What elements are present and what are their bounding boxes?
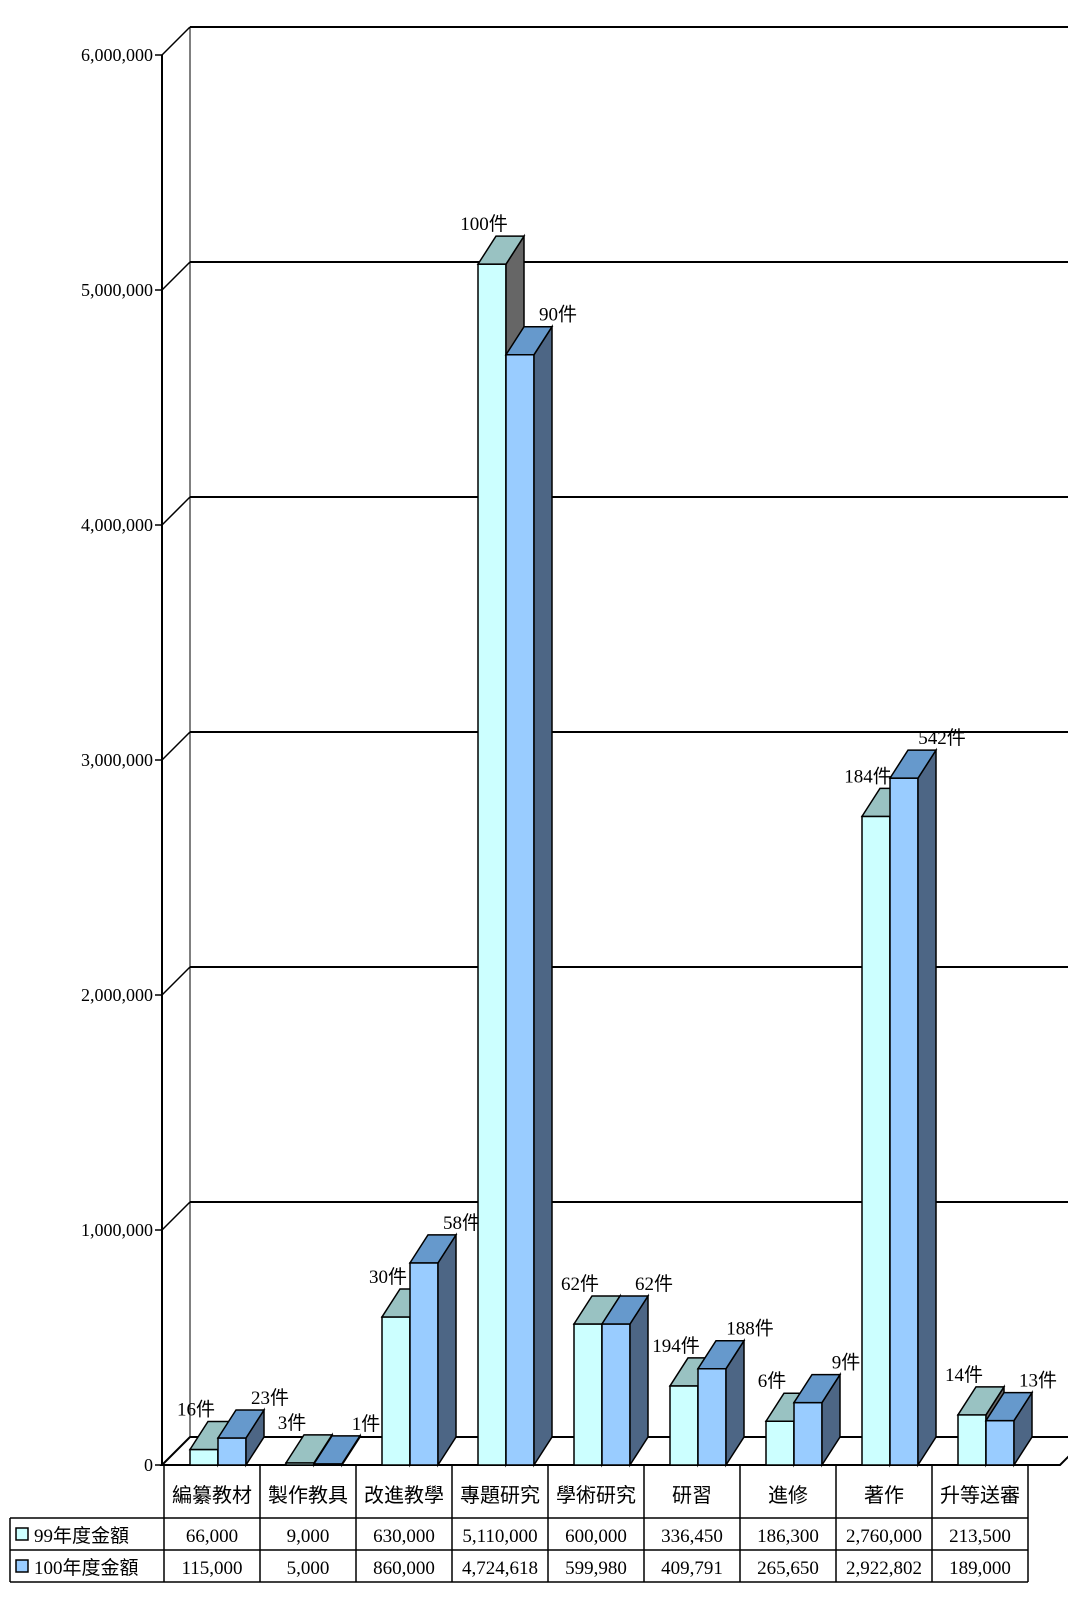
table-cell-value: 860,000: [373, 1558, 435, 1579]
bar-front: [889, 777, 919, 1466]
bar-count-label: 62件: [635, 1273, 673, 1295]
y-tick-label: 4,000,000: [81, 515, 153, 535]
table-cell-value: 4,724,618: [462, 1558, 538, 1579]
bar-count-label: 184件: [844, 765, 892, 787]
table-cell-value: 9,000: [287, 1526, 330, 1547]
table-cell-value: 189,000: [949, 1558, 1011, 1579]
category-label: 製作教具: [268, 1484, 348, 1507]
bar-front: [957, 1414, 987, 1466]
y-tick-label: 2,000,000: [81, 985, 153, 1005]
y-tick-label: 3,000,000: [81, 750, 153, 770]
bar-count-label: 1件: [352, 1413, 381, 1435]
table-cell-value: 5,000: [287, 1558, 330, 1579]
category-label: 編纂教材: [172, 1484, 252, 1507]
bar-count-label: 3件: [278, 1412, 307, 1434]
bar-front: [505, 353, 535, 1466]
category-label: 改進教學: [364, 1484, 444, 1507]
bar-side: [917, 747, 937, 1468]
bar-front: [217, 1437, 247, 1466]
bar-count-label: 194件: [652, 1335, 700, 1357]
gridline-connector: [161, 26, 191, 56]
table-cell-value: 186,300: [757, 1526, 819, 1547]
bar-count-label: 13件: [1019, 1370, 1057, 1392]
bar-top: [476, 235, 526, 265]
gridline-connector: [161, 261, 191, 291]
legend-label: 99年度金額: [34, 1525, 129, 1547]
bar-top: [792, 1373, 842, 1404]
chart-floor: [159, 1436, 1068, 1466]
bar-front: [669, 1385, 699, 1466]
bar-front: [861, 815, 891, 1466]
bar-front: [409, 1262, 439, 1466]
legend-swatch: [15, 1527, 29, 1541]
legend-label: 100年度金額: [34, 1557, 139, 1579]
table-cell-value: 336,450: [661, 1526, 723, 1547]
bar-top: [408, 1234, 458, 1264]
bar-front: [477, 263, 507, 1466]
category-label: 著作: [864, 1484, 904, 1507]
bar-count-label: 58件: [443, 1212, 481, 1234]
table-cell-value: 409,791: [661, 1558, 723, 1579]
bar-front: [601, 1323, 631, 1466]
bar-count-label: 90件: [539, 304, 577, 326]
bar-count-label: 30件: [369, 1266, 407, 1288]
table-cell-value: 115,000: [181, 1558, 242, 1579]
table-cell-value: 2,922,802: [846, 1558, 922, 1579]
bar-top: [216, 1409, 266, 1439]
bar-top: [504, 325, 554, 356]
category-label: 專題研究: [460, 1484, 540, 1507]
bar-count-label: 16件: [177, 1398, 215, 1420]
bar-side: [437, 1232, 457, 1468]
bar-count-label: 9件: [832, 1352, 861, 1374]
bar-top: [984, 1391, 1034, 1422]
bar-top: [600, 1295, 650, 1325]
bar-top: [696, 1339, 746, 1370]
bar-count-label: 14件: [945, 1364, 983, 1386]
gridline-connector: [161, 966, 191, 996]
category-label: 進修: [768, 1484, 808, 1507]
y-tick-label: 6,000,000: [81, 45, 153, 65]
bar-side: [629, 1293, 649, 1468]
table-cell-value: 265,650: [757, 1558, 819, 1579]
table-cell-value: 213,500: [949, 1526, 1011, 1547]
y-tick-label: 0: [144, 1455, 153, 1475]
category-label: 學術研究: [556, 1484, 636, 1507]
table-cell-value: 66,000: [186, 1526, 238, 1547]
bar-front: [793, 1401, 823, 1466]
bar-front: [765, 1420, 795, 1466]
bar-top: [956, 1386, 1006, 1416]
bar-count-label: 23件: [251, 1387, 289, 1409]
legend-swatch: [15, 1559, 29, 1573]
bar-count-label: 542件: [918, 727, 966, 749]
table-cell-value: 600,000: [565, 1526, 627, 1547]
gridline-connector: [161, 496, 191, 526]
bar-count-label: 188件: [726, 1318, 774, 1340]
bar-count-label: 62件: [561, 1273, 599, 1295]
bar-count-label: 6件: [758, 1370, 787, 1392]
y-tick-label: 5,000,000: [81, 280, 153, 300]
y-tick-label: 1,000,000: [81, 1220, 153, 1240]
category-label: 研習: [672, 1485, 712, 1507]
bar-front: [573, 1323, 603, 1466]
table-cell-value: 5,110,000: [462, 1526, 537, 1547]
table-cell-value: 2,760,000: [846, 1526, 922, 1547]
bar-side: [533, 324, 553, 1468]
table-cell-value: 599,980: [565, 1558, 627, 1579]
bar-top: [312, 1435, 362, 1465]
bar-front: [189, 1448, 219, 1466]
bar-top: [888, 749, 938, 779]
gridline-connector: [161, 1201, 191, 1231]
table-cell-value: 630,000: [373, 1526, 435, 1547]
bar-front: [697, 1367, 727, 1466]
bar-front: [985, 1419, 1015, 1466]
bar-front: [381, 1316, 411, 1466]
gridline-connector: [161, 731, 191, 761]
bar-top: [284, 1434, 334, 1464]
category-label: 升等送審: [940, 1484, 1020, 1507]
bar-count-label: 100件: [460, 213, 508, 235]
